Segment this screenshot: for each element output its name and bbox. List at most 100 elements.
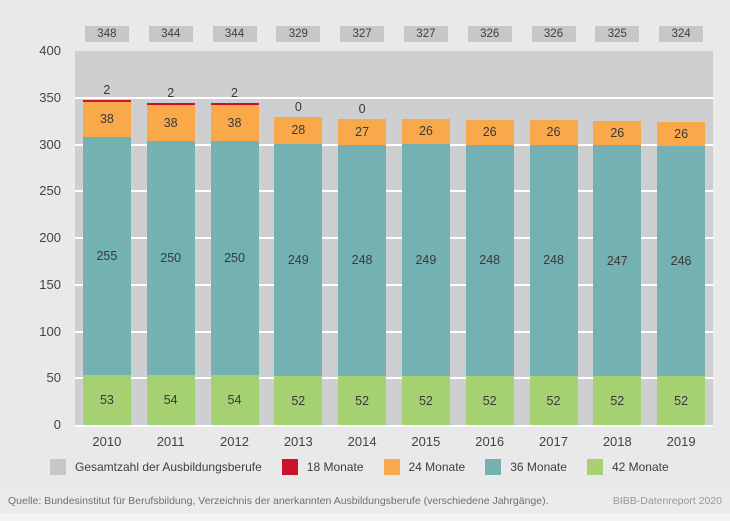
legend-swatch (586, 459, 603, 475)
baseline (75, 425, 713, 427)
y-tick-label: 400 (39, 43, 61, 58)
bar-value-label: 26 (674, 127, 689, 142)
total-badge: 325 (595, 26, 640, 42)
bar-value-label: 52 (674, 393, 689, 408)
total-badge: 344 (148, 26, 193, 42)
bar-value-label: 28 (291, 123, 306, 138)
bar-segment-36-monate: 248 (529, 144, 578, 377)
year-label: 2018 (602, 434, 632, 449)
bar-value-label: 52 (418, 393, 433, 408)
legend-label: 36 Monate (510, 460, 567, 474)
bottom-strip (0, 513, 730, 521)
bar-value-label: 246 (670, 254, 692, 269)
year-label: 2017 (539, 434, 568, 449)
total-badge: 329 (276, 26, 321, 42)
bar-segment-36-monate: 249 (401, 143, 450, 377)
gridline (75, 190, 713, 193)
bar-segment-42-monate: 52 (338, 376, 387, 425)
year-label: 2012 (220, 434, 249, 449)
bar-segment-42-monate: 52 (657, 376, 706, 425)
bar-segment-18-monate (146, 103, 195, 106)
bar-value-label: 38 (227, 116, 242, 130)
gridline (75, 330, 713, 333)
legend-swatch (281, 459, 298, 475)
bar-segment-24-monate: 28 (274, 117, 323, 144)
legend-item: 18 Monate (281, 459, 364, 475)
y-tick-label: 300 (39, 136, 61, 152)
bar-segment-42-monate: 52 (274, 376, 323, 425)
y-tick-label: 50 (46, 370, 61, 386)
top-value-label: 2 (103, 82, 111, 97)
bar-segment-24-monate: 38 (146, 105, 195, 141)
bar-value-label: 247 (606, 253, 628, 268)
bar-segment-18-monate (210, 103, 259, 106)
legend-label: 42 Monate (611, 460, 669, 474)
legend-item: 42 Monate (586, 459, 669, 475)
legend-swatch (383, 459, 400, 475)
legend-label: Gesamtzahl der Ausbildungsberufe (75, 460, 262, 474)
bar-value-label: 52 (355, 393, 370, 408)
bar-segment-24-monate: 38 (210, 105, 259, 141)
bar-value-label: 249 (415, 252, 437, 267)
total-badge: 326 (531, 26, 576, 42)
bar-value-label: 54 (227, 392, 242, 407)
bar-segment-42-monate: 52 (593, 376, 642, 425)
bar-segment-24-monate: 26 (401, 119, 450, 144)
bar-segment-36-monate: 250 (210, 140, 259, 375)
y-tick-label: 100 (39, 323, 61, 339)
bar-segment-36-monate: 248 (338, 144, 387, 377)
bar-segment-42-monate: 52 (465, 376, 514, 425)
top-value-label: 2 (167, 86, 175, 101)
bar-segment-18-monate (82, 99, 131, 102)
total-badge: 324 (659, 26, 704, 42)
total-badge: 327 (340, 26, 385, 42)
top-value-label: 0 (358, 102, 366, 117)
plot-area: 53 255 38 54 250 38 54 250 38 52 249 28 52 248 27 52 249… (75, 51, 713, 425)
source-text: Quelle: Bundesinstitut für Berufsbildung… (8, 495, 549, 507)
bar-value-label: 26 (546, 125, 561, 140)
year-label: 2011 (156, 434, 185, 449)
bar-segment-24-monate: 27 (338, 119, 387, 145)
y-tick-label: 250 (39, 183, 61, 199)
report-label: BIBB-Datenreport 2020 (612, 495, 722, 507)
bar-value-label: 250 (160, 250, 182, 265)
total-badge: 326 (467, 26, 512, 42)
year-label: 2015 (411, 434, 441, 449)
bar-segment-24-monate: 38 (82, 101, 131, 138)
bar-value-label: 249 (287, 252, 309, 267)
y-tick-label: 150 (39, 276, 61, 292)
legend: Gesamtzahl der Ausbildungsberufe 18 Monat… (50, 459, 724, 475)
legend-item: 36 Monate (485, 459, 567, 475)
gridline (75, 377, 713, 380)
year-label: 2016 (475, 434, 505, 449)
bar-segment-24-monate: 26 (465, 120, 514, 145)
bar-segment-42-monate: 54 (210, 374, 259, 425)
legend-label: 24 Monate (408, 460, 466, 474)
bar-value-label: 52 (291, 393, 306, 408)
gridline (75, 283, 713, 286)
bar-value-label: 250 (224, 250, 245, 265)
bar-value-label: 52 (610, 393, 625, 408)
total-badge: 344 (212, 26, 257, 42)
bar-value-label: 27 (355, 124, 370, 139)
bar-value-label: 52 (546, 393, 561, 408)
bar-segment-24-monate: 26 (529, 120, 578, 145)
legend-item: Gesamtzahl der Ausbildungsberufe (50, 459, 262, 475)
footer: Quelle: Bundesinstitut für Berufsbildung… (0, 489, 730, 513)
top-value-label: 0 (294, 100, 302, 115)
year-label: 2013 (283, 434, 313, 449)
bar-value-label: 248 (479, 253, 501, 268)
bar-value-label: 38 (163, 116, 178, 130)
legend-swatch (485, 459, 502, 475)
bar-segment-42-monate: 52 (529, 376, 578, 425)
legend-label: 18 Monate (306, 460, 364, 474)
bar-value-label: 26 (482, 125, 497, 140)
year-label: 2010 (92, 434, 122, 449)
bar-value-label: 255 (96, 249, 118, 264)
bar-segment-42-monate: 53 (82, 375, 131, 425)
legend-swatch (50, 459, 66, 475)
gridline (75, 143, 713, 146)
bar-value-label: 26 (610, 126, 625, 141)
bar-segment-24-monate: 26 (593, 121, 642, 146)
